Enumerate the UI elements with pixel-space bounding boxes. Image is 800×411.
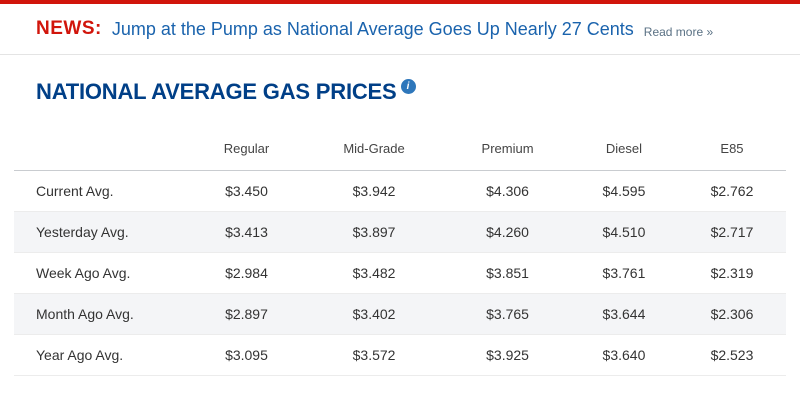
price-cell: $3.640 — [569, 334, 678, 376]
price-cell: $4.595 — [569, 170, 678, 212]
price-cell: $3.925 — [445, 334, 570, 376]
column-header-empty — [14, 133, 190, 171]
column-header-e85: E85 — [720, 141, 744, 156]
news-label: NEWS: — [36, 18, 102, 39]
row-label: Month Ago Avg. — [14, 293, 190, 335]
price-cell: $4.510 — [569, 211, 678, 253]
table-row: Current Avg. $3.450 $3.942 $4.306 $4.595… — [14, 170, 786, 212]
price-cell: $3.761 — [569, 252, 678, 294]
price-cell: $3.482 — [302, 252, 446, 294]
table-header-row: Regular Mid-Grade Premium Diesel E85 — [14, 133, 786, 171]
price-cell: $3.413 — [190, 211, 303, 253]
price-cell: $3.402 — [302, 293, 446, 335]
row-label: Current Avg. — [14, 170, 190, 212]
price-cell: $4.260 — [445, 211, 570, 253]
section-header: NATIONAL AVERAGE GAS PRICES i — [36, 79, 764, 105]
table-row: Month Ago Avg. $2.897 $3.402 $3.765 $3.6… — [14, 293, 786, 335]
row-label: Yesterday Avg. — [14, 211, 190, 253]
price-cell: $3.942 — [302, 170, 446, 212]
price-cell: $2.319 — [677, 252, 786, 294]
table-row: Year Ago Avg. $3.095 $3.572 $3.925 $3.64… — [14, 334, 786, 376]
price-cell: $3.644 — [569, 293, 678, 335]
price-cell: $2.897 — [190, 293, 303, 335]
column-header-midgrade: Mid-Grade — [343, 141, 405, 156]
row-label: Year Ago Avg. — [14, 334, 190, 376]
price-cell: $3.897 — [302, 211, 446, 253]
column-header-regular: Regular — [223, 141, 270, 156]
price-cell: $2.523 — [677, 334, 786, 376]
price-cell: $2.306 — [677, 293, 786, 335]
price-cell: $3.450 — [190, 170, 303, 212]
row-label: Week Ago Avg. — [14, 252, 190, 294]
news-headline-link[interactable]: Jump at the Pump as National Average Goe… — [111, 18, 634, 39]
table-row: Yesterday Avg. $3.413 $3.897 $4.260 $4.5… — [14, 211, 786, 253]
price-cell: $3.572 — [302, 334, 446, 376]
price-cell: $3.851 — [445, 252, 570, 294]
table-row: Week Ago Avg. $2.984 $3.482 $3.851 $3.76… — [14, 252, 786, 294]
price-cell: $4.306 — [445, 170, 570, 212]
price-cell: $3.765 — [445, 293, 570, 335]
column-header-diesel: Diesel — [605, 141, 643, 156]
price-cell: $2.762 — [677, 170, 786, 212]
read-more-link[interactable]: Read more » — [643, 25, 714, 39]
gas-prices-table: Regular Mid-Grade Premium Diesel E85 Cur… — [14, 133, 786, 376]
price-cell: $2.984 — [190, 252, 303, 294]
page-title: NATIONAL AVERAGE GAS PRICES — [36, 79, 397, 104]
price-cell: $3.095 — [190, 334, 303, 376]
news-bar: NEWS: Jump at the Pump as National Avera… — [0, 0, 800, 55]
price-cell: $2.717 — [677, 211, 786, 253]
info-icon[interactable]: i — [400, 79, 416, 94]
column-header-premium: Premium — [481, 141, 534, 156]
